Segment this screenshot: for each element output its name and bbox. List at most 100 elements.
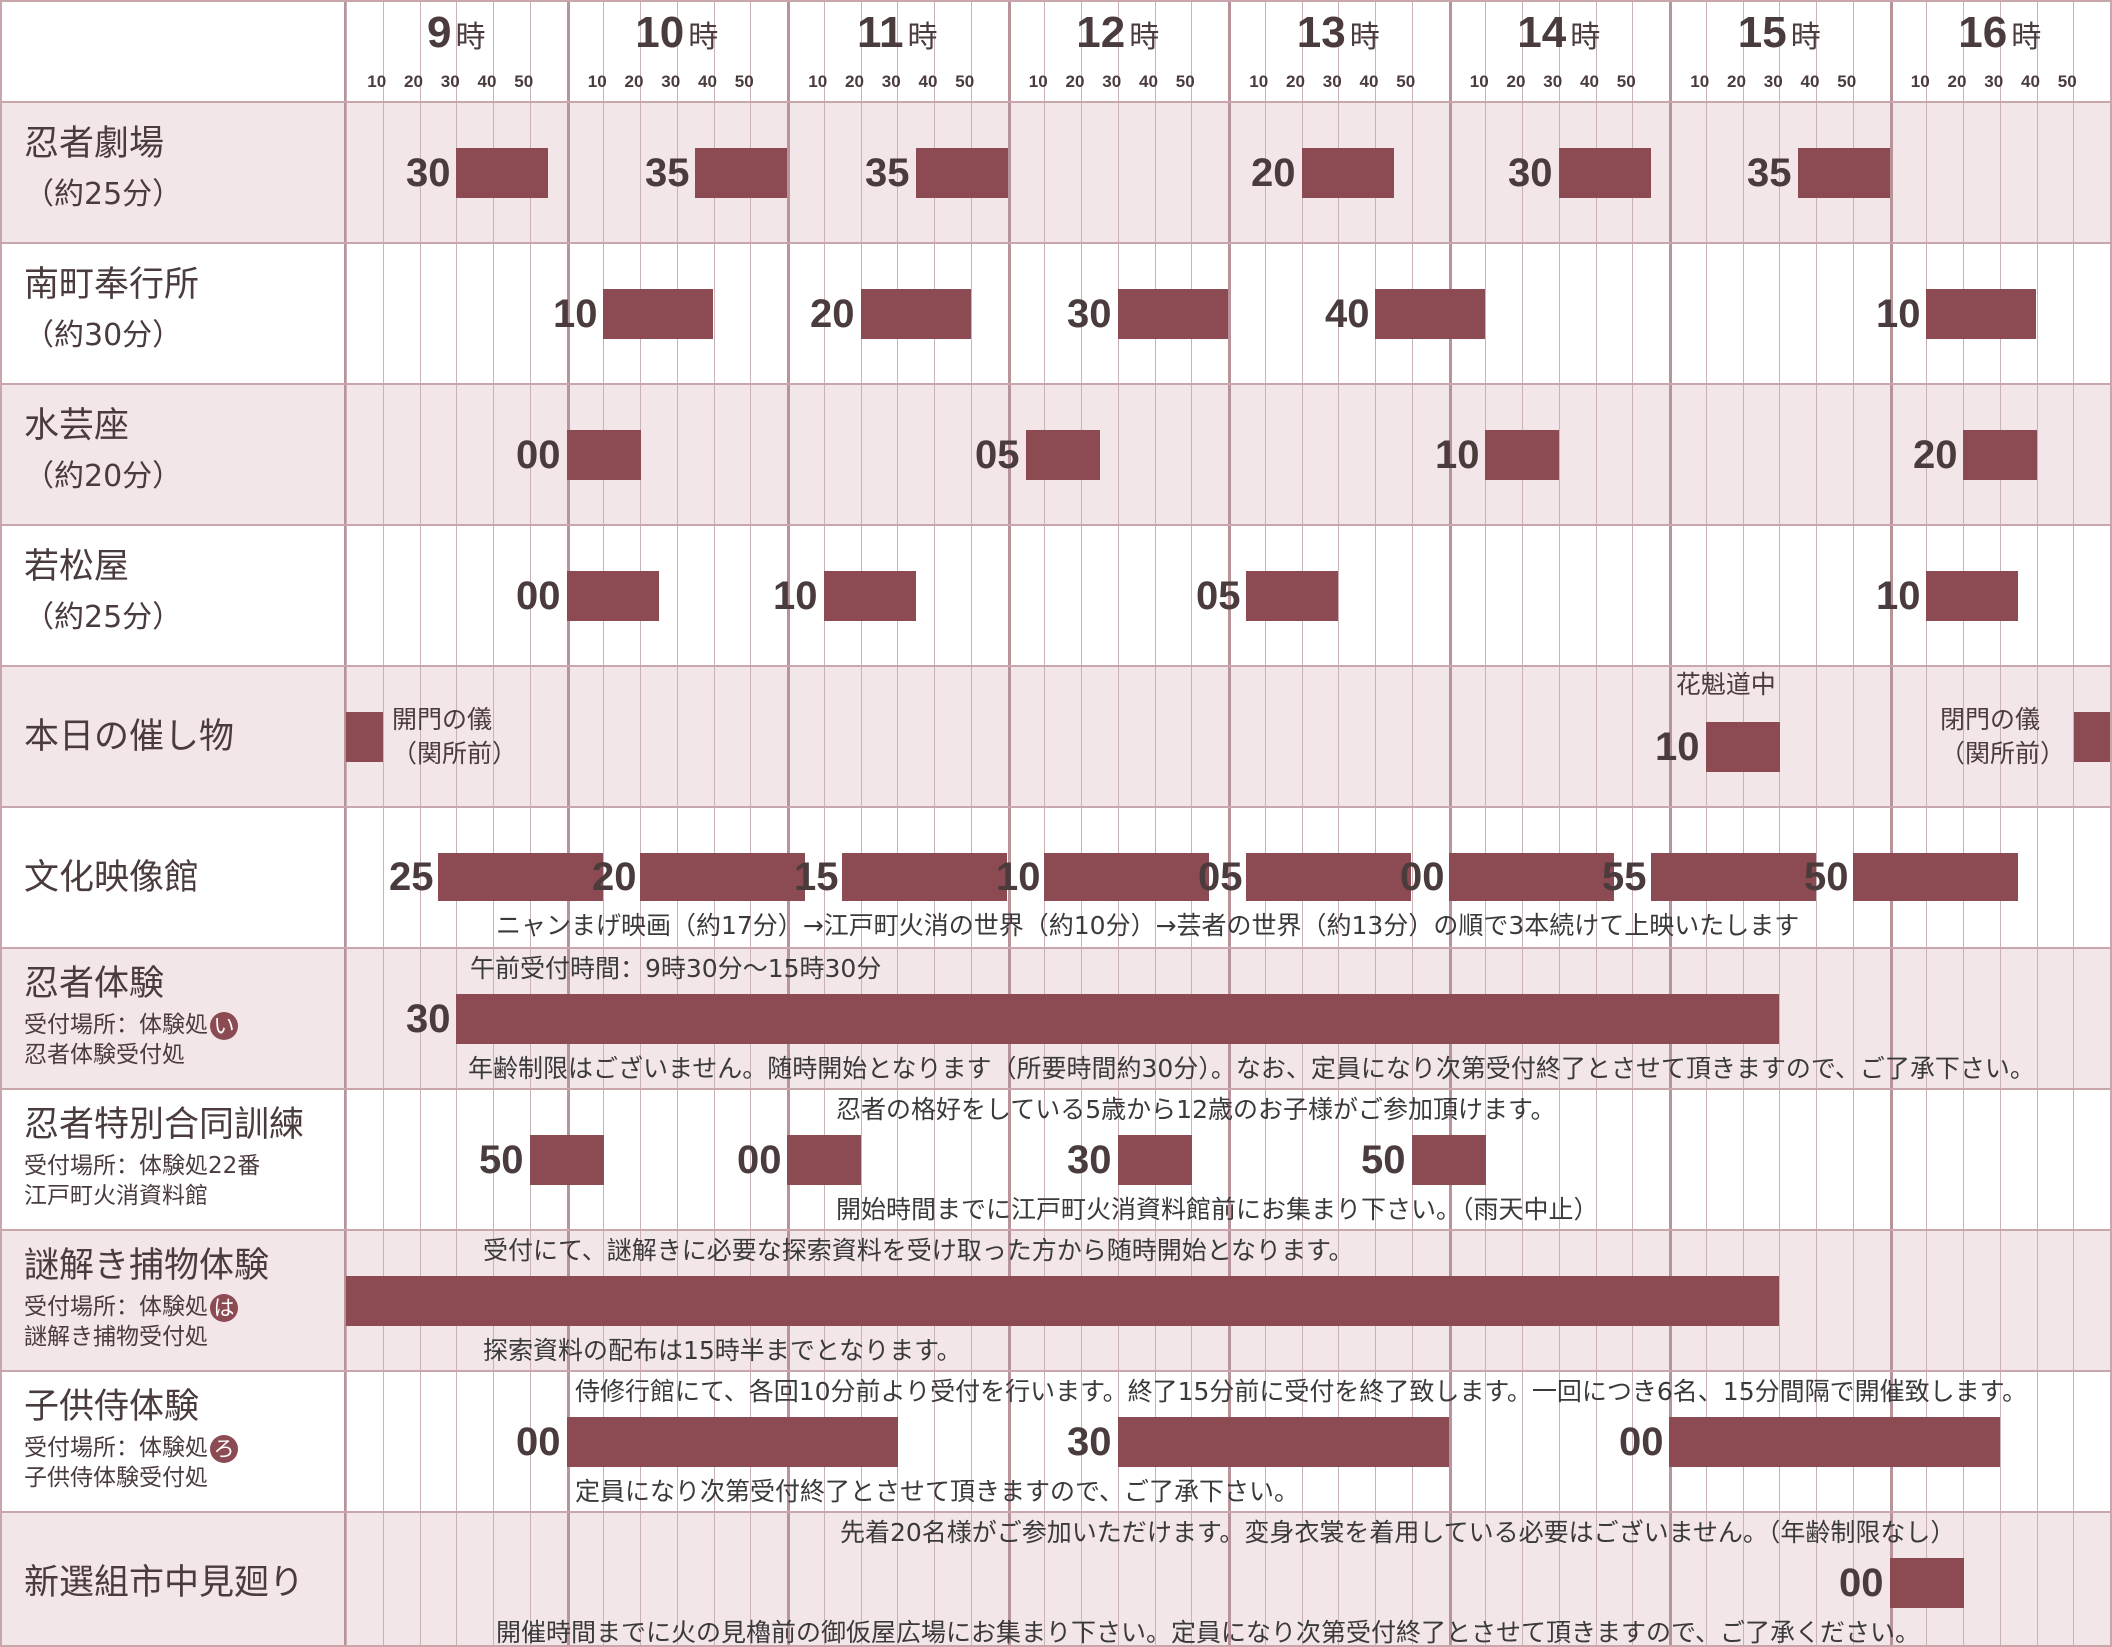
minute-gridline [2073,0,2074,1647]
row-note-top: 受付にて、謎解きに必要な探索資料を受け取った方から随時開始となります。 [483,1236,1354,1265]
show-bar [1485,430,1559,480]
hour-label: 15 時 [1669,8,1890,58]
row-divider [0,806,2112,808]
row-label: 忍者特別合同訓練 受付場所：体験処22番 江戸町火消資料館 [24,1103,304,1211]
event-title: 開門の儀 [392,704,493,734]
row-divider [0,101,2112,103]
minute-gridline [1706,0,1707,1647]
hour-number: 12 [1076,8,1126,57]
show-time-label: 00 [516,573,561,618]
show-time-label: 30 [1067,1137,1112,1182]
hour-unit: 時 [688,20,719,55]
minute-tick-label: 50 [1396,72,1416,91]
minute-gridline [1118,0,1119,1647]
hour-number: 10 [635,8,685,57]
minute-gridline [530,0,531,1647]
reception-place: 受付場所：体験処22番 [24,1151,304,1181]
hour-label: 14 時 [1449,8,1670,58]
show-time-label: 35 [645,150,690,195]
minute-tick-label: 40 [1139,72,1158,91]
show-time-label: 00 [1619,1419,1664,1464]
reception-place-text: 受付場所：体験処 [24,1012,208,1038]
minute-gridline [1963,0,1964,1647]
show-bar [1559,148,1651,198]
hour-unit: 時 [1349,20,1380,55]
hour-gridline [1669,0,1672,1647]
minute-gridline [2037,0,2038,1647]
minute-gridline [1816,0,1817,1647]
row-label: 文化映像館 [24,856,199,900]
minute-tick-label: 20 [624,72,644,91]
hour-unit: 時 [907,20,938,55]
minute-gridline [861,0,862,1647]
minute-gridline [1779,0,1780,1647]
show-bar [438,853,603,901]
show-bar [530,1135,604,1185]
row-shade [0,1512,2112,1647]
reception-place-text: 受付場所：体験処 [24,1435,208,1461]
oiran-parade-bar [1706,722,1780,772]
reception-desk: 子供侍体験受付処 [24,1465,208,1491]
row-label: 新選組市中見廻り [24,1561,304,1605]
minute-tick-label: 50 [1837,72,1857,91]
hour-label: 12 時 [1008,8,1229,58]
hour-label: 16 時 [1890,8,2111,58]
minute-tick-label: 50 [1616,72,1636,91]
opening-ceremony-text: 開門の儀 （関所前） [392,703,517,771]
hour-gridline [1449,0,1452,1647]
show-bar [567,430,641,480]
row-label: 南町奉行所 （約30分） [24,263,199,357]
minute-tick-label: 40 [477,72,497,91]
show-time-label: 20 [1913,432,1958,477]
minute-gridline [2000,0,2001,1647]
hour-unit: 時 [1129,20,1160,55]
show-bar [1853,853,2018,901]
minute-gridline [640,0,641,1647]
show-time-label: 35 [1747,150,1792,195]
show-time-label: 30 [406,996,451,1041]
hour-label: 11 時 [787,8,1008,58]
event-place: （関所前） [1940,738,2066,768]
reception-place: 受付場所：体験処ろ [24,1433,238,1463]
show-time-label: 20 [1251,150,1296,195]
show-bar [1375,289,1485,339]
row-divider [0,665,2112,667]
show-time-label: 25 [389,855,434,899]
minute-gridline [824,0,825,1647]
reception-place-text: 受付場所：体験処 [24,1294,208,1320]
minute-tick-label: 10 [1910,72,1930,91]
show-bar [567,1417,898,1467]
row-label-name: 文化映像館 [24,857,200,898]
row-label: 忍者体験 受付場所：体験処い忍者体験受付処 [24,962,238,1070]
reception-desk: 忍者体験受付処 [24,1042,185,1068]
show-bar [603,289,713,339]
row-label-name: 新選組市中見廻り [24,1562,305,1603]
row-note: 開催時間までに火の見櫓前の御仮屋広場にお集まり下さい。定員になり次第受付終了とさ… [496,1618,1921,1647]
row-divider [0,1088,2112,1090]
minute-gridline [971,0,972,1647]
show-bar [1890,1558,1964,1608]
minute-gridline [897,0,898,1647]
row-label-name: 忍者劇場 [24,124,165,164]
show-bar [1669,1417,2000,1467]
row-label: 本日の催し物 [24,715,234,759]
row-note: 年齢制限はございません。随時開始となります（所要時間約30分）。なお、定員になり… [468,1054,2035,1083]
event-place: （関所前） [392,738,518,768]
minute-tick-label: 50 [955,72,975,91]
minute-tick-label: 50 [734,72,754,91]
minute-tick-label: 30 [440,72,460,91]
opening-ceremony-bar [346,712,383,762]
show-time-label: 00 [516,1419,561,1464]
show-time-label: 20 [592,855,637,899]
row-note: ニャンまげ映画（約17分）→江戸町火消の世界（約10分）→芸者の世界（約13分）… [496,911,1800,940]
show-time-label: 10 [773,573,818,618]
row-shade [0,666,2112,807]
hour-number: 9 [427,8,452,57]
show-bar [1302,148,1394,198]
hour-gridline [1228,0,1231,1647]
row-divider [0,242,2112,244]
minute-tick-label: 40 [698,72,717,91]
minute-tick-label: 10 [808,72,828,91]
row-label-name: 本日の催し物 [24,716,235,757]
